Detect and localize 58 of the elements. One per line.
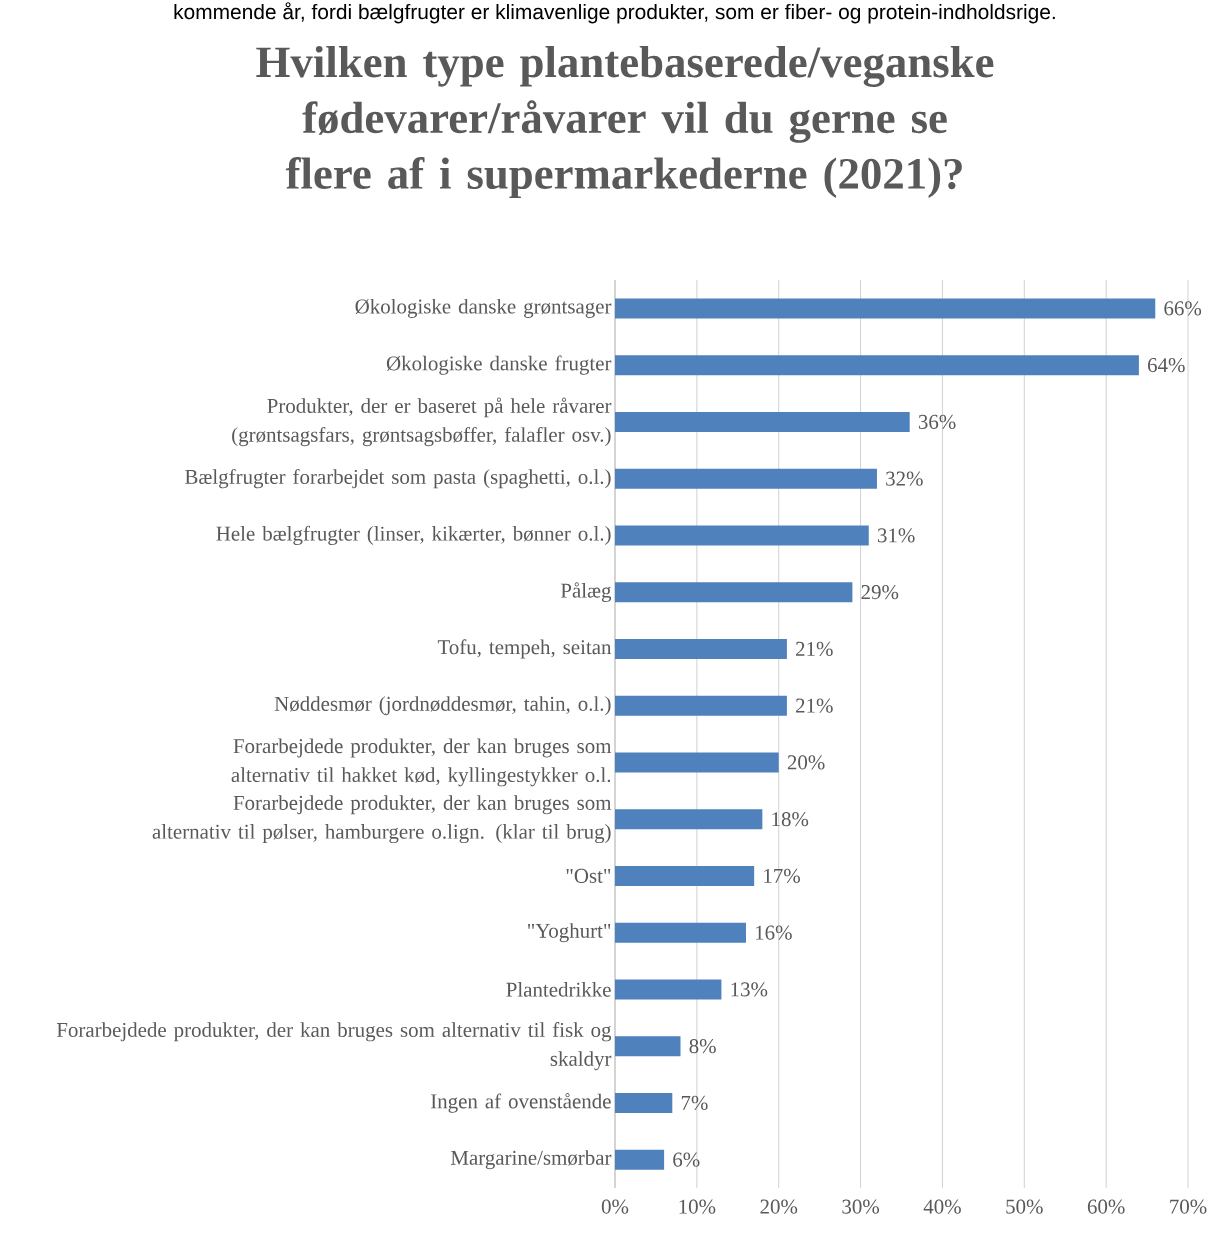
y-tick-label: "Yoghurt": [528, 923, 611, 943]
chart-title: Hvilken type plantebaserede/veganske fødevarer/råvarer vil du gerne se flere af i supermarkederne (2021)?: [256, 45, 994, 199]
data-label: 13%: [731, 982, 768, 997]
x-tick-label: 10%: [679, 1199, 716, 1214]
data-label: 20%: [787, 755, 825, 770]
y-tick-label: Bælgfrugter forarbejdet som pasta (spaghetti, o.l.): [185, 469, 611, 489]
y-tick-label: Tofu, tempeh, seitan: [437, 639, 612, 659]
y-tick-label: Økologiske danske frugter: [386, 355, 612, 375]
bar: [615, 411, 910, 432]
text: kommende år, fordi bælgfrugter er klimavenlige produkter, som er fiber- og protein-indholdsrige.: [174, 2, 1055, 24]
bar: [615, 298, 1156, 319]
bar: [615, 695, 787, 716]
bar: [615, 752, 779, 773]
bar: [615, 582, 853, 603]
x-tick-label: 30%: [842, 1199, 880, 1214]
y-tick-label: Økologiske danske grøntsager: [355, 298, 612, 318]
x-tick-label: 50%: [1006, 1199, 1043, 1214]
bar: [615, 468, 877, 489]
data-label: 17%: [764, 868, 800, 884]
y-tick-label: Hele bælgfrugter (linser, kikærter, bønner o.l.): [216, 525, 611, 546]
data-label: 31%: [877, 528, 915, 543]
x-tick-label: 0%: [601, 1199, 629, 1214]
bar: [615, 355, 1139, 376]
bar: [615, 638, 787, 659]
bar: [615, 809, 763, 830]
data-label: 32%: [886, 471, 923, 486]
y-tick-label: Ingen af ovenstående: [430, 1093, 611, 1113]
bar: [615, 1036, 681, 1057]
y-tick-label: Produkter, der er baseret på hele råvarer (grøntsagsfars, grøntsagsbøffer, falafler osv.): [232, 397, 612, 447]
y-tick-label: Forarbejdede produkter, der kan bruges som alternativ til hakket kød, kyllingestykker o.l.: [231, 738, 612, 787]
data-label: 66%: [1164, 301, 1202, 316]
y-tick-label: Forarbejdede produkter, der kan bruges som alternativ til fisk og skaldyr: [56, 1022, 612, 1071]
y-tick-label: Nøddesmør (jordnøddesmør, tahin, o.l.): [274, 696, 611, 716]
y-tick-label: Margarine/smørbar: [450, 1150, 612, 1170]
data-label: 8%: [689, 1039, 716, 1054]
bar: [615, 979, 722, 1000]
x-tick-label: 20%: [760, 1199, 798, 1214]
y-tick-label: Pålæg: [560, 582, 612, 602]
bar: [615, 525, 869, 546]
x-tick-label: 40%: [923, 1199, 961, 1214]
data-label: 18%: [772, 812, 809, 827]
y-tick-label: "Ost": [566, 868, 611, 883]
data-label: 21%: [796, 641, 833, 656]
y-tick-label: Plantedrikke: [506, 982, 611, 997]
data-label: 36%: [918, 414, 956, 429]
data-label: 16%: [756, 925, 792, 940]
data-label: 21%: [796, 698, 833, 713]
bar: [615, 922, 746, 943]
x-tick-label: 60%: [1087, 1199, 1125, 1214]
data-label: 6%: [673, 1152, 700, 1167]
data-label: 64%: [1148, 358, 1185, 373]
bar: [615, 1092, 673, 1113]
data-label: 7%: [681, 1095, 708, 1111]
y-tick-label: Forarbejdede produkter, der kan bruges som alternativ til pølser, hamburgere o.lign. (klar til brug): [152, 795, 612, 844]
bar: [615, 865, 755, 886]
data-label: 29%: [861, 585, 899, 600]
bar: [615, 1149, 665, 1170]
x-tick-label: 70%: [1170, 1199, 1207, 1214]
